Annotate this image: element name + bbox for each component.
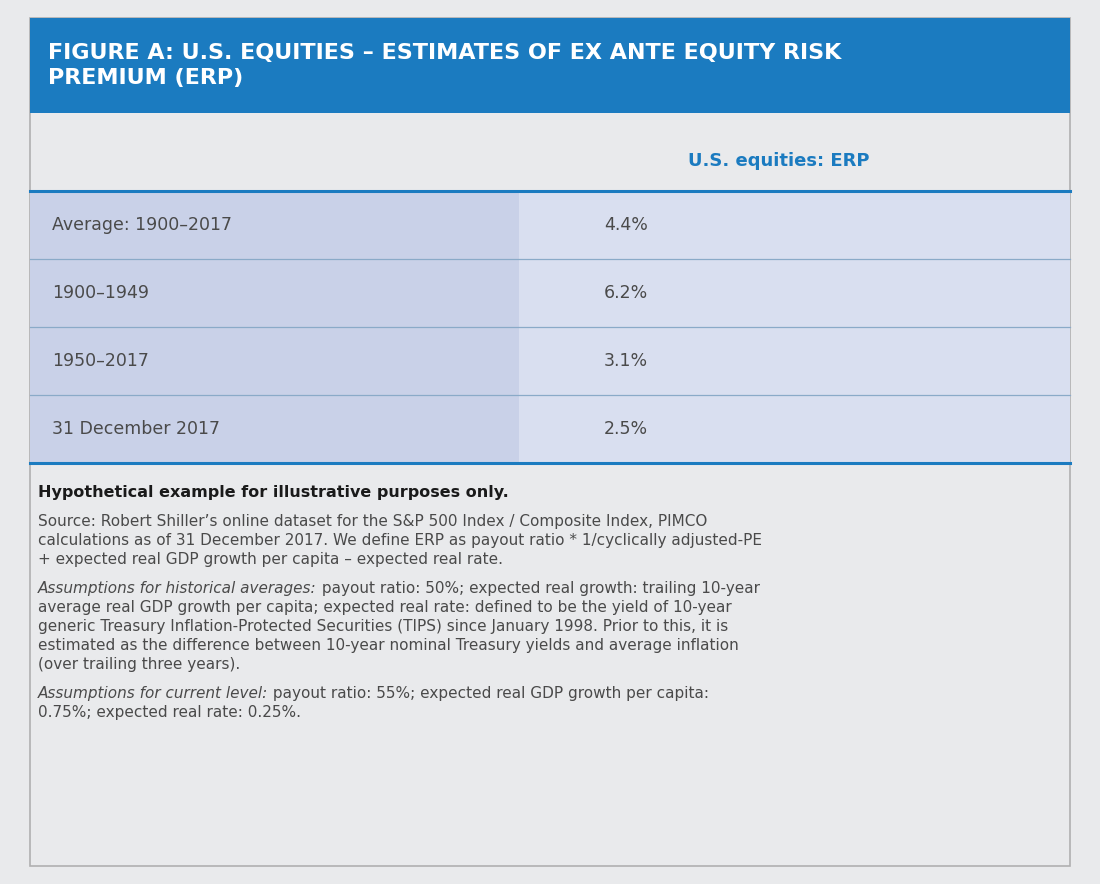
Text: 1900–1949: 1900–1949	[52, 284, 148, 302]
Bar	[30, 18, 1070, 113]
Bar	[30, 191, 519, 259]
Text: 6.2%: 6.2%	[604, 284, 648, 302]
Text: (over trailing three years).: (over trailing three years).	[39, 657, 240, 672]
Text: FIGURE A: U.S. EQUITIES – ESTIMATES OF EX ANTE EQUITY RISK
PREMIUM (ERP): FIGURE A: U.S. EQUITIES – ESTIMATES OF E…	[48, 42, 842, 88]
Text: payout ratio: 50%; expected real growth: trailing 10-year: payout ratio: 50%; expected real growth:…	[317, 581, 760, 596]
Text: 2.5%: 2.5%	[604, 420, 648, 438]
Text: estimated as the difference between 10-year nominal Treasury yields and average : estimated as the difference between 10-y…	[39, 638, 739, 653]
Text: 3.1%: 3.1%	[604, 352, 648, 370]
Text: Source: Robert Shiller’s online dataset for the S&P 500 Index / Composite Index,: Source: Robert Shiller’s online dataset …	[39, 514, 707, 529]
Text: 4.4%: 4.4%	[604, 216, 648, 234]
Text: Average: 1900–2017: Average: 1900–2017	[52, 216, 232, 234]
Bar	[30, 327, 519, 395]
Text: 0.75%; expected real rate: 0.25%.: 0.75%; expected real rate: 0.25%.	[39, 705, 301, 720]
Text: 31 December 2017: 31 December 2017	[52, 420, 220, 438]
Bar	[519, 191, 1070, 259]
Bar	[519, 395, 1070, 463]
Text: Hypothetical example for illustrative purposes only.: Hypothetical example for illustrative pu…	[39, 485, 508, 500]
Text: Assumptions for current level:: Assumptions for current level:	[39, 686, 268, 701]
Bar	[519, 259, 1070, 327]
Bar	[30, 259, 519, 327]
Text: + expected real GDP growth per capita – expected real rate.: + expected real GDP growth per capita – …	[39, 552, 503, 567]
Text: calculations as of 31 December 2017. We define ERP as payout ratio * 1/cyclicall: calculations as of 31 December 2017. We …	[39, 533, 762, 548]
Bar	[519, 327, 1070, 395]
Bar	[30, 395, 519, 463]
Text: average real GDP growth per capita; expected real rate: defined to be the yield : average real GDP growth per capita; expe…	[39, 600, 732, 615]
Text: U.S. equities: ERP: U.S. equities: ERP	[689, 152, 869, 170]
Text: generic Treasury Inflation-Protected Securities (TIPS) since January 1998. Prior: generic Treasury Inflation-Protected Sec…	[39, 619, 728, 634]
Text: 1950–2017: 1950–2017	[52, 352, 148, 370]
Text: payout ratio: 55%; expected real GDP growth per capita:: payout ratio: 55%; expected real GDP gro…	[268, 686, 710, 701]
Text: Assumptions for historical averages:: Assumptions for historical averages:	[39, 581, 317, 596]
